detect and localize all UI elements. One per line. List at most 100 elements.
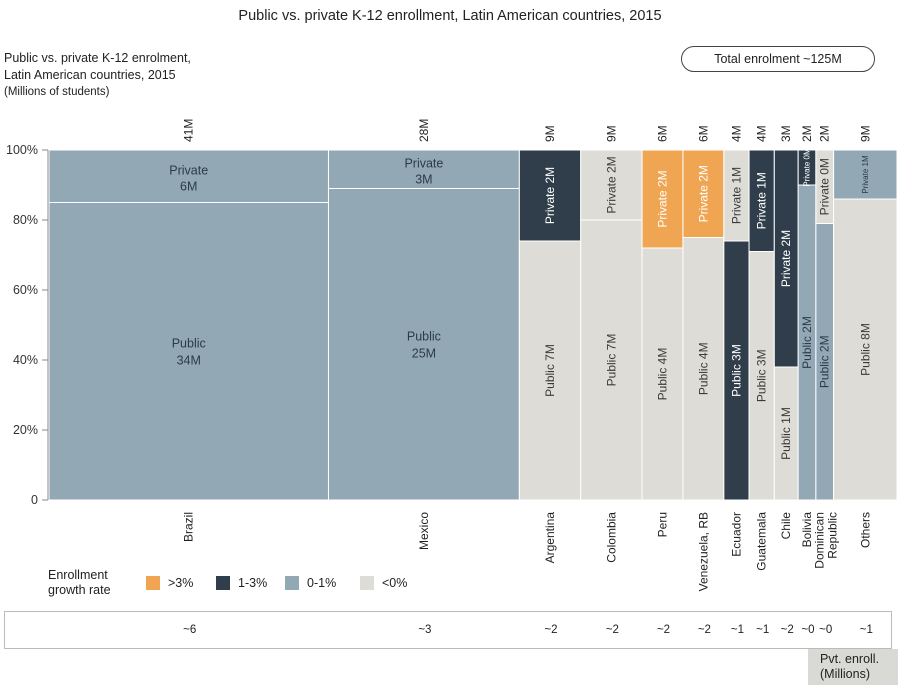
pvt-enroll-value: ~1 <box>730 624 745 636</box>
public-label: Public 3M <box>729 344 743 397</box>
total-enrolment-badge: Total enrolment ~125M <box>681 46 875 72</box>
y-tick-label: 60% <box>13 283 38 297</box>
private-enrollment-row: ~6 ~3 ~2 ~2 ~2 ~2 ~1 ~1 ~2 ~0 ~0 ~1 <box>4 611 892 649</box>
public-segment <box>48 202 329 501</box>
pvt-enroll-value: ~2 <box>544 624 558 636</box>
mekko-chart: 0 20% 40% 60% 80% 100% 41M Public 34M Private 6M Br… <box>6 119 898 591</box>
private-segment <box>833 149 898 200</box>
public-segment <box>682 237 725 501</box>
private-segment <box>48 149 329 203</box>
country-label: Venezuela, RB <box>696 512 710 591</box>
public-segment <box>580 219 643 501</box>
chart-title: Public vs. private K-12 enrollment, Lati… <box>238 8 662 24</box>
country-label: Colombia <box>604 512 618 563</box>
country-label: Bolivia <box>800 512 814 548</box>
country-label: Others <box>858 512 872 548</box>
country-label: Peru <box>656 512 670 537</box>
column-total-label: 4M <box>755 125 769 142</box>
column-total-label: 6M <box>656 125 670 142</box>
public-segment <box>723 240 750 501</box>
pvt-enroll-value: ~6 <box>183 624 197 636</box>
pvt-enroll-value: ~2 <box>697 624 711 636</box>
public-label: Public 3M <box>755 349 769 402</box>
legend-label: <0% <box>382 576 408 590</box>
legend-swatch <box>216 576 230 590</box>
country-label: Mexico <box>417 512 431 550</box>
private-label: Private 2M <box>779 230 793 287</box>
public-segment <box>518 240 582 501</box>
public-segment <box>748 251 775 501</box>
pvt-enroll-value: ~0 <box>819 624 833 636</box>
private-segment <box>641 149 684 249</box>
column-total-label: 3M <box>779 125 793 142</box>
country-label-line-2: Republic <box>826 512 840 559</box>
column-total-label: 2M <box>800 125 814 142</box>
private-label: Private 2M <box>543 167 557 224</box>
public-label: Public <box>172 336 206 350</box>
private-segment <box>748 149 775 252</box>
legend-title-line-1: Enrollment <box>48 568 108 582</box>
country-label: Argentina <box>543 512 557 564</box>
pvt-label-line-1: Pvt. enroll. <box>820 652 880 666</box>
y-tick-label: 80% <box>13 213 38 227</box>
pvt-enroll-value: ~1 <box>756 624 770 636</box>
private-label: Private 0M <box>803 148 812 187</box>
public-label: Public 4M <box>656 348 670 401</box>
column-total-label: 28M <box>417 119 431 142</box>
private-enrollment-label: Pvt. enroll. (Millions) <box>808 649 898 685</box>
column-total-label: 4M <box>729 125 743 142</box>
y-tick-label: 100% <box>6 143 38 157</box>
public-segment <box>641 247 684 501</box>
pvt-enroll-value: ~2 <box>780 624 794 636</box>
pvt-enroll-value: ~2 <box>656 624 671 636</box>
public-label: Public 7M <box>604 334 618 387</box>
legend-label: >3% <box>168 576 194 590</box>
legend-swatch <box>146 576 160 590</box>
country-label: Chile <box>779 512 793 540</box>
legend-label: 0-1% <box>307 576 337 590</box>
public-label: Public 2M <box>818 335 832 388</box>
column-total-label: 41M <box>182 119 196 142</box>
y-tick-label: 40% <box>13 353 38 367</box>
chart-subtitle: Public vs. private K-12 enrolment, Latin… <box>4 50 191 101</box>
column-total-label: 9M <box>543 125 557 142</box>
country-label: Brazil <box>182 512 196 542</box>
y-tick-label: 20% <box>13 423 38 437</box>
subtitle-line-1: Public vs. private K-12 enrolment, <box>4 51 191 65</box>
pvt-label-line-2: (Millions) <box>820 667 870 681</box>
country-label: Guatemala <box>755 512 769 571</box>
legend-label: 1-3% <box>238 576 268 590</box>
legend-swatch <box>360 576 374 590</box>
private-value-label: 3M <box>415 172 432 186</box>
column-total-label: 9M <box>858 125 872 142</box>
subtitle-line-2: Latin American countries, 2015 <box>4 68 176 82</box>
private-label: Private 2M <box>696 165 710 222</box>
private-label: Private 1M <box>861 155 870 194</box>
column-total-label: 2M <box>818 125 832 142</box>
public-segment <box>327 188 520 501</box>
public-label: Public 4M <box>696 342 710 395</box>
public-label: Public 7M <box>543 344 557 397</box>
public-label: Public 2M <box>800 316 814 369</box>
public-label: Public 8M <box>858 323 872 376</box>
private-label: Private 0M <box>818 158 832 215</box>
legend-swatch <box>285 576 299 590</box>
pvt-enroll-value: ~1 <box>859 624 873 636</box>
private-value-label: 6M <box>180 179 197 193</box>
column-total-label: 6M <box>696 125 710 142</box>
pvt-enroll-value: ~2 <box>605 624 619 636</box>
private-segment <box>723 149 750 242</box>
legend-title: Enrollment growth rate <box>48 568 138 598</box>
subtitle-units: (Millions of students) <box>4 86 110 98</box>
private-segment <box>682 149 725 238</box>
private-label: Private 1M <box>729 167 743 224</box>
public-label: Public 1M <box>779 407 793 460</box>
private-label: Private <box>169 163 208 177</box>
pvt-enroll-value: ~3 <box>418 624 432 636</box>
private-label: Private 2M <box>656 170 670 227</box>
private-label: Private <box>404 156 443 170</box>
country-label: Ecuador <box>729 512 743 557</box>
column-total-label: 9M <box>604 125 618 142</box>
public-segment <box>833 198 898 501</box>
public-label: Public <box>407 329 441 343</box>
